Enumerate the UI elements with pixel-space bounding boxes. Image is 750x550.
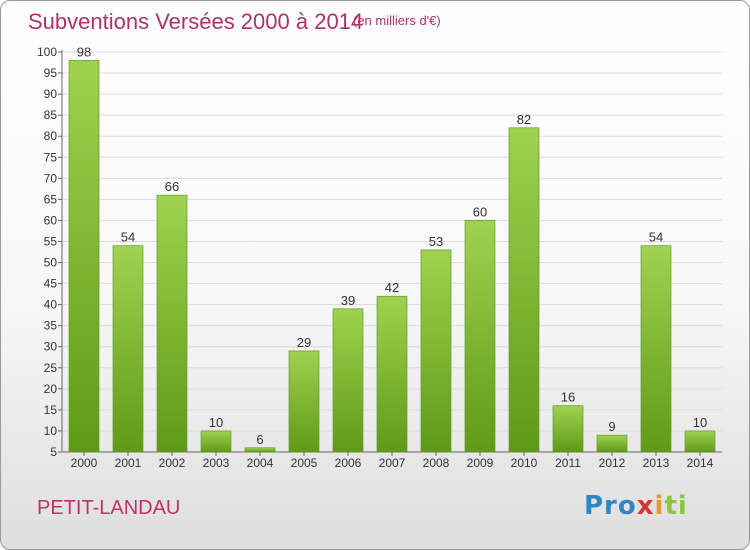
bar-2001 <box>112 245 144 453</box>
y-tick-label: 5 <box>50 445 57 459</box>
x-tick-label: 2007 <box>379 456 406 470</box>
x-tick-label: 2010 <box>511 456 538 470</box>
bar-value-label: 66 <box>165 179 179 194</box>
bar-2008 <box>420 249 452 453</box>
commune-name: PETIT-LANDAU <box>37 497 181 519</box>
chart-title: Subventions Versées 2000 à 2014 <box>28 9 364 34</box>
y-tick-label: 90 <box>44 87 58 101</box>
y-tick-label: 25 <box>44 361 58 375</box>
bar-2003 <box>200 430 232 453</box>
y-tick-label: 45 <box>44 277 58 291</box>
bar-value-label: 53 <box>429 234 443 249</box>
bar-2011 <box>552 405 584 453</box>
x-tick-label: 2002 <box>159 456 186 470</box>
chart-unit: (en milliers d'€) <box>353 13 441 28</box>
x-tick-label: 2001 <box>115 456 142 470</box>
bar-value-label: 6 <box>256 432 263 447</box>
y-tick-label: 30 <box>44 340 58 354</box>
bars: 98 54 66 10 6 29 39 42 53 60 82 16 9 54 10 <box>68 44 716 453</box>
bar-value-label: 39 <box>341 293 355 308</box>
bar-2006 <box>332 308 364 453</box>
x-tick-label: 2013 <box>643 456 670 470</box>
bar-2009 <box>464 220 496 453</box>
bar-value-label: 54 <box>649 230 663 245</box>
y-tick-label: 85 <box>44 108 58 122</box>
proxiti-logo: Proxiti <box>584 491 688 521</box>
y-tick-label: 20 <box>44 382 58 396</box>
bar-2002 <box>156 194 188 453</box>
bar-value-label: 16 <box>561 390 575 405</box>
y-tick-label: 35 <box>44 319 58 333</box>
x-tick-label: 2000 <box>71 456 98 470</box>
bar-value-label: 82 <box>517 112 531 127</box>
x-tick-labels: 2000 2001 2002 2003 2004 2005 2006 2007 2008 2009… <box>71 452 714 470</box>
y-tick-label: 100 <box>37 45 57 59</box>
bar-value-label: 60 <box>473 204 487 219</box>
bar-2012 <box>596 434 628 453</box>
bar-value-label: 98 <box>77 44 91 59</box>
x-tick-label: 2006 <box>335 456 362 470</box>
bar-value-label: 54 <box>121 230 135 245</box>
bar-2005 <box>288 350 320 453</box>
bar-2000 <box>68 60 100 453</box>
bar-value-label: 10 <box>693 415 707 430</box>
bar-value-label: 29 <box>297 335 311 350</box>
x-tick-label: 2012 <box>599 456 626 470</box>
x-tick-label: 2011 <box>555 456 581 470</box>
y-tick-label: 60 <box>44 213 58 227</box>
x-tick-label: 2008 <box>423 456 450 470</box>
x-tick-label: 2003 <box>203 456 230 470</box>
bar-value-label: 9 <box>608 419 615 434</box>
bar-2007 <box>376 295 408 453</box>
y-tick-label: 65 <box>44 192 58 206</box>
y-tick-label: 15 <box>44 403 58 417</box>
y-tick-label: 95 <box>44 66 58 80</box>
x-tick-label: 2009 <box>467 456 494 470</box>
y-tick-label: 75 <box>44 150 58 164</box>
bar-2004 <box>244 447 276 453</box>
y-tick-label: 55 <box>44 234 58 248</box>
bar-2013 <box>640 245 672 453</box>
bar-value-label: 42 <box>385 280 399 295</box>
x-tick-label: 2014 <box>687 456 714 470</box>
x-tick-label: 2004 <box>247 456 274 470</box>
y-tick-labels: 5 10 15 20 25 30 35 40 45 50 55 60 65 70 75 80 85 90 95 100 <box>37 45 57 459</box>
y-tick-label: 70 <box>44 171 58 185</box>
bar-2010 <box>508 127 540 453</box>
y-tick-label: 40 <box>44 298 58 312</box>
bar-value-label: 10 <box>209 415 223 430</box>
y-tick-label: 80 <box>44 129 58 143</box>
bar-2014 <box>684 430 716 453</box>
y-tick-label: 50 <box>44 256 58 270</box>
x-tick-label: 2005 <box>291 456 318 470</box>
y-tick-label: 10 <box>44 424 58 438</box>
